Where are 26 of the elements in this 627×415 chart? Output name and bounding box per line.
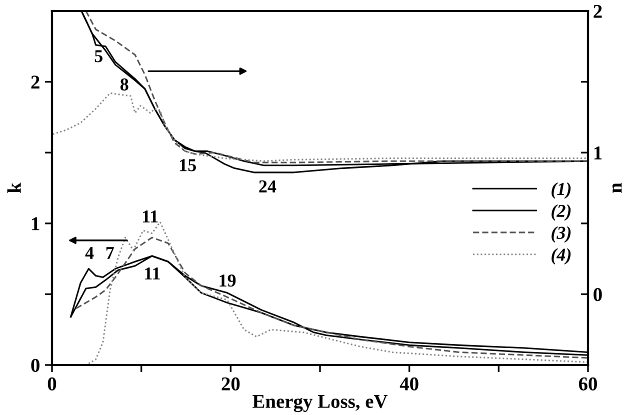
y2-tick-label: 1: [594, 146, 602, 160]
y-tick-label: 0: [31, 358, 40, 372]
annotation: 19: [220, 274, 236, 287]
legend-label: (3): [552, 226, 571, 243]
legend-label: (4): [552, 248, 571, 264]
y-tick-label: 2: [31, 76, 40, 89]
x-tick-label: 0: [48, 377, 56, 390]
legend-label: (1): [552, 182, 571, 199]
legend-label: (2): [552, 204, 571, 221]
annotation: 15: [180, 159, 196, 172]
annotation: 11: [143, 210, 158, 222]
y-tick-label: 1: [32, 217, 40, 230]
y2-tick-label: 0: [594, 288, 602, 302]
annotation: 11: [145, 268, 160, 280]
x-tick-label: 20: [222, 377, 240, 390]
annotation: 7: [106, 247, 114, 259]
annotation: 24: [259, 180, 276, 192]
y2-axis-title: n: [612, 182, 622, 193]
x-tick-label: 40: [400, 377, 418, 390]
annotation: 8: [120, 78, 128, 91]
annotation: 5: [94, 50, 102, 62]
y2-tick-label: 2: [594, 4, 602, 18]
annotation: 4: [85, 247, 94, 259]
x-axis-title: Energy Loss, eV: [252, 395, 388, 412]
x-tick-label: 60: [578, 377, 597, 390]
y-axis-title: k: [7, 182, 21, 193]
